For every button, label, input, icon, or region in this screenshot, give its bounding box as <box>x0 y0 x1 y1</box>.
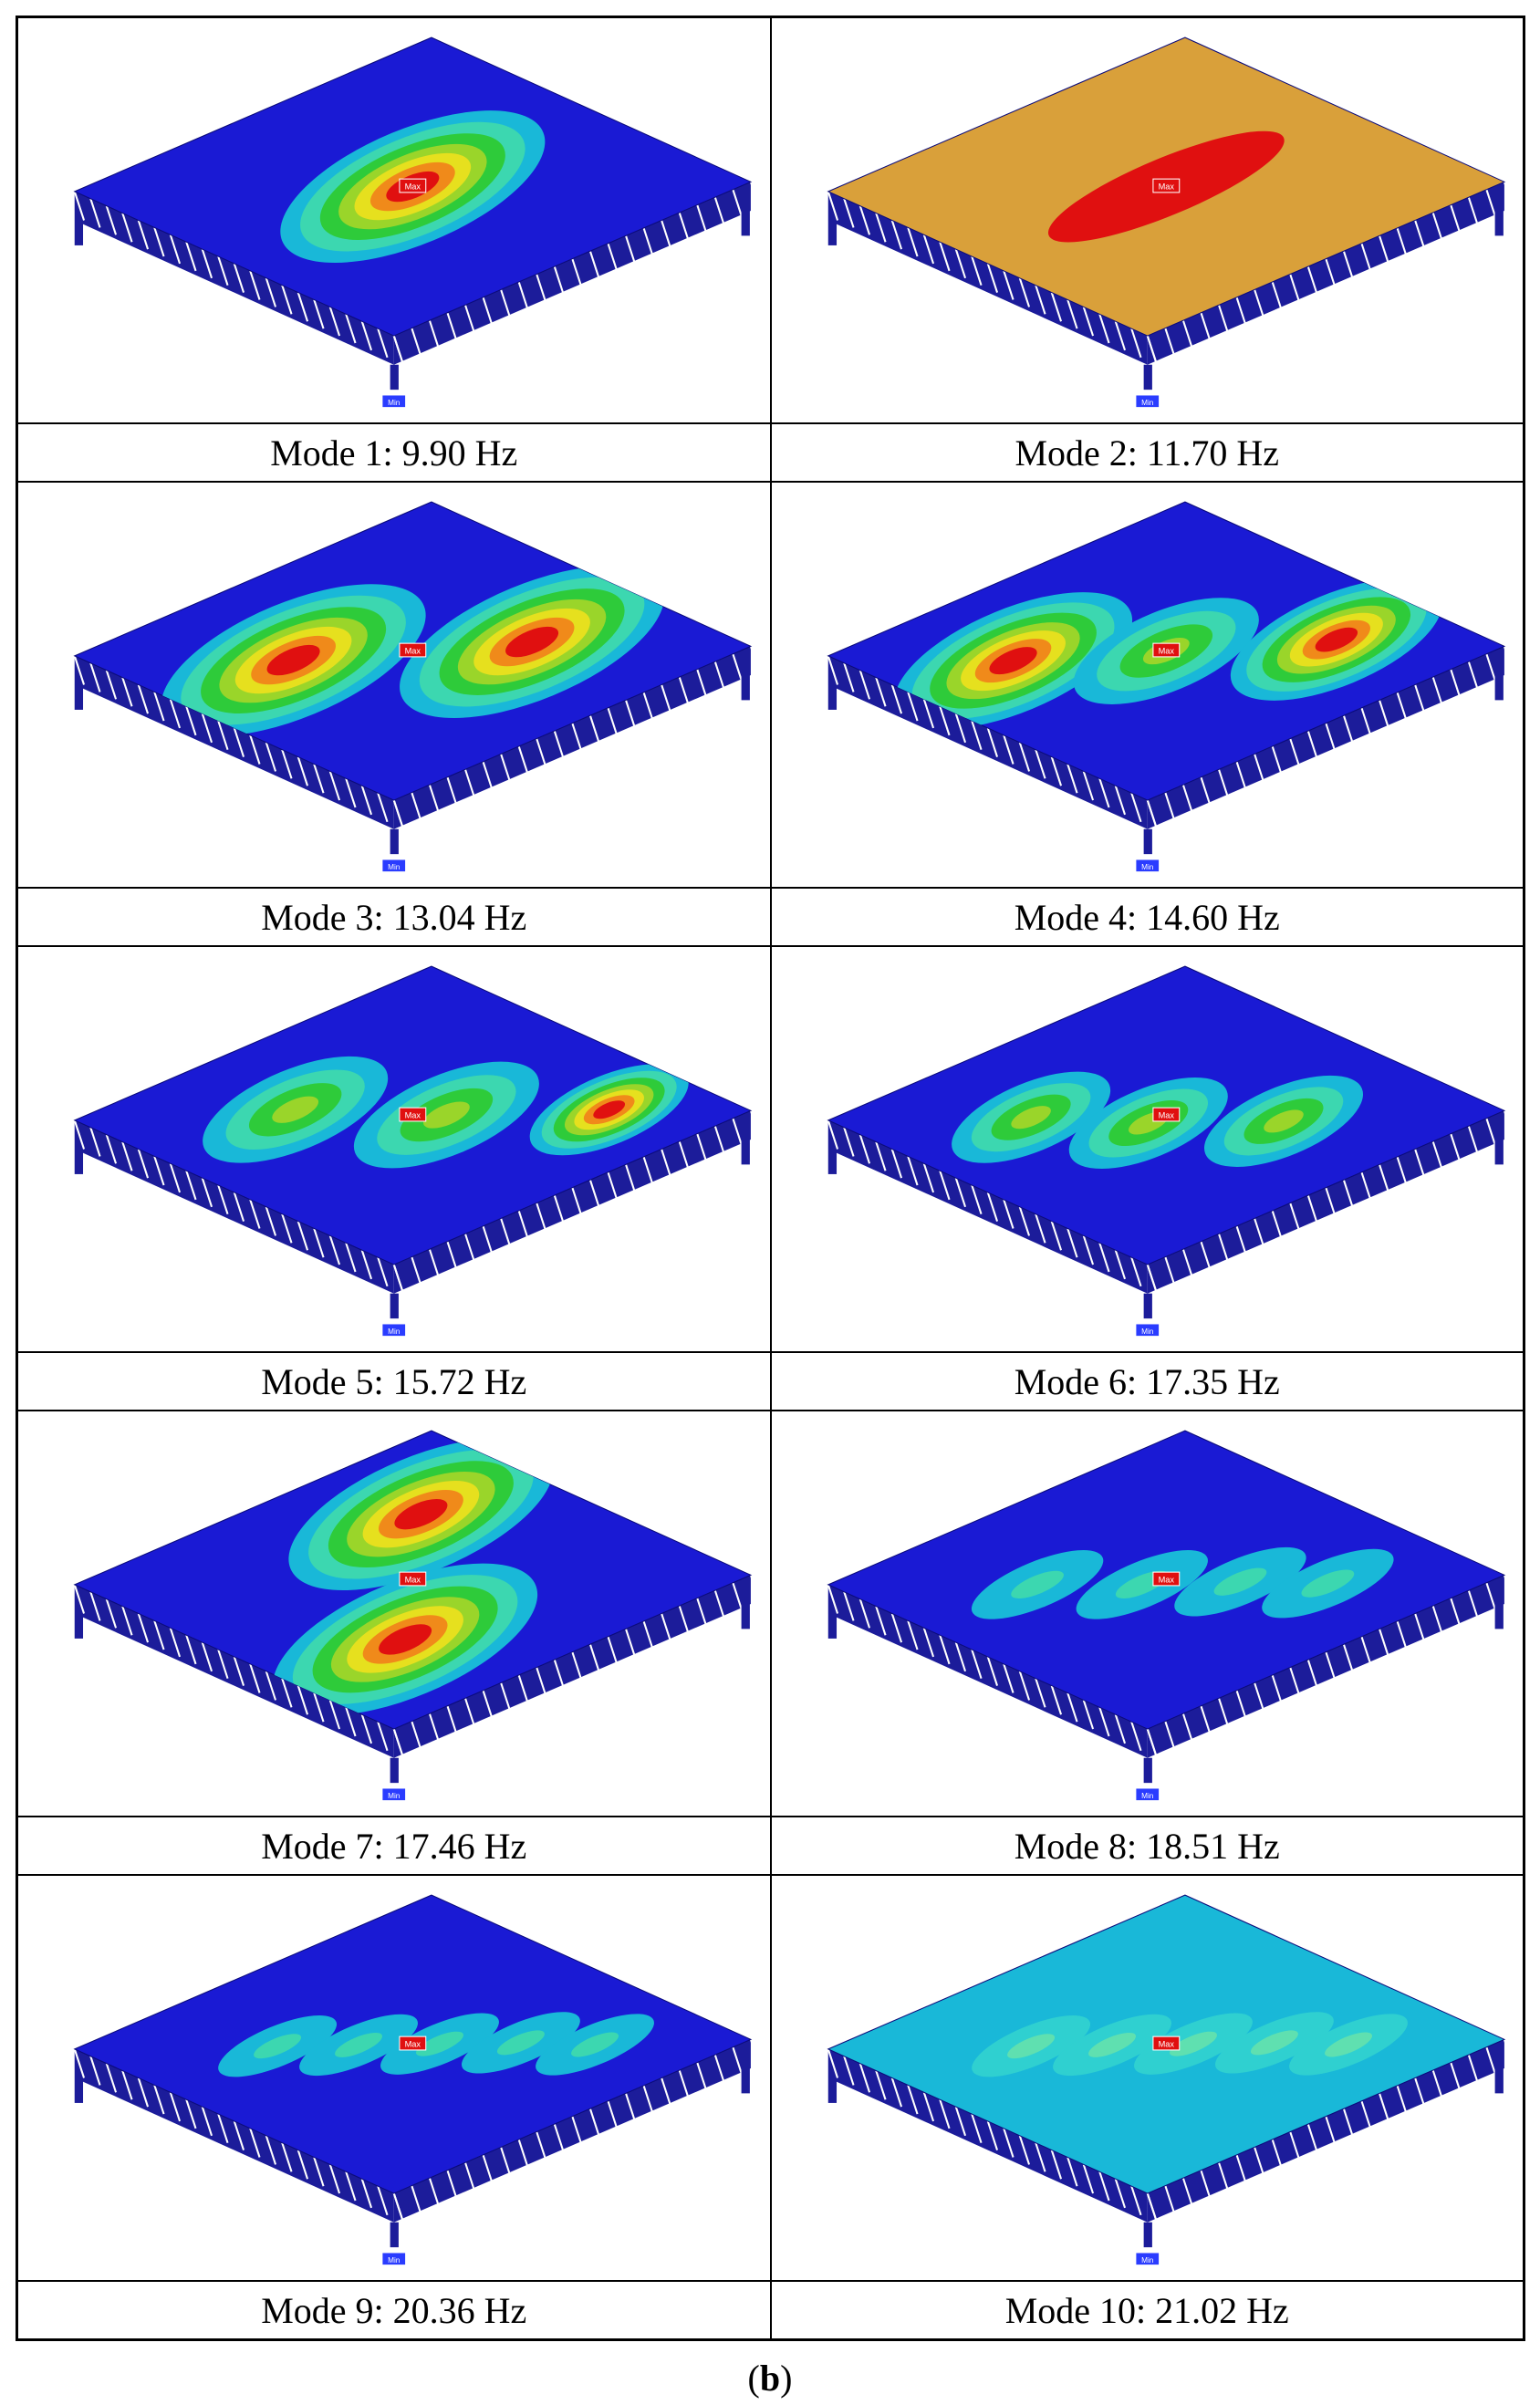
min-marker: Min <box>1135 2253 1159 2265</box>
svg-text:Min: Min <box>388 2255 401 2264</box>
contour-bands <box>161 566 665 737</box>
max-marker: Max <box>399 1571 427 1587</box>
min-marker: Min <box>1135 395 1159 408</box>
mode-shape-table: Max Min Mode 1: 9.90 Hz Max Min Mode 2: 11.70… <box>16 16 1525 2341</box>
mode-caption: Mode 4: 14.60 Hz <box>771 887 1523 945</box>
mode-shape-plot: Max Min <box>826 965 1514 1337</box>
svg-text:Min: Min <box>1141 862 1154 871</box>
max-marker: Max <box>399 1107 427 1122</box>
mode-caption: Mode 10: 21.02 Hz <box>771 2280 1523 2338</box>
min-marker: Min <box>382 859 406 872</box>
truss <box>73 181 762 390</box>
max-marker: Max <box>399 178 427 193</box>
truss <box>73 645 762 855</box>
min-marker: Min <box>382 395 406 408</box>
truss <box>73 1574 762 1784</box>
svg-text:Max: Max <box>1158 647 1174 656</box>
svg-text:Max: Max <box>405 1576 421 1585</box>
max-marker: Max <box>1151 642 1180 658</box>
mode-caption: Mode 9: 20.36 Hz <box>18 2280 770 2338</box>
mode-cell: Max Min Mode 9: 20.36 Hz <box>17 1875 771 2339</box>
mode-shape-image: Max Min <box>771 1411 1523 1816</box>
truss <box>827 2038 1514 2248</box>
truss <box>827 1109 1514 1319</box>
mode-shape-image: Max Min <box>771 947 1523 1351</box>
mode-cell: Max Min Mode 4: 14.60 Hz <box>770 482 1524 946</box>
mode-caption: Mode 7: 17.46 Hz <box>18 1816 770 1874</box>
min-marker: Min <box>1135 1788 1159 1801</box>
mode-cell: Max Min Mode 5: 15.72 Hz <box>17 946 771 1411</box>
mode-shape-image: Max Min <box>771 18 1523 422</box>
min-marker: Min <box>1135 1324 1159 1337</box>
mode-shape-image: Max Min <box>771 483 1523 887</box>
max-marker: Max <box>1151 1571 1180 1587</box>
contour-bands <box>203 1056 689 1169</box>
svg-text:Max: Max <box>1158 1576 1174 1585</box>
mode-shape-plot: Max Min <box>826 501 1514 872</box>
svg-text:Min: Min <box>1141 1791 1154 1800</box>
mode-shape-plot: Max Min <box>73 501 762 872</box>
mode-caption: Mode 2: 11.70 Hz <box>771 422 1523 481</box>
truss <box>827 181 1514 390</box>
mode-caption: Mode 8: 18.51 Hz <box>771 1816 1523 1874</box>
mode-shape-plot: Max Min <box>826 1894 1514 2265</box>
svg-text:Min: Min <box>1141 398 1154 407</box>
truss <box>73 2038 762 2248</box>
svg-text:Max: Max <box>405 2040 421 2049</box>
truss <box>827 645 1514 855</box>
mode-shape-plot: Max Min <box>826 1430 1514 1801</box>
svg-text:Max: Max <box>405 647 421 656</box>
truss <box>73 1109 762 1319</box>
mode-shape-plot: Max Min <box>826 36 1514 408</box>
mode-shape-image: Max Min <box>771 1876 1523 2280</box>
svg-text:Max: Max <box>405 1111 421 1120</box>
subfigure-label: (b) <box>747 2358 793 2399</box>
mode-shape-plot: Max Min <box>73 1430 762 1801</box>
mode-shape-image: Max Min <box>18 483 770 887</box>
contour-bands <box>218 2012 654 2077</box>
mode-caption: Mode 1: 9.90 Hz <box>18 422 770 481</box>
min-marker: Min <box>1135 859 1159 872</box>
svg-text:Min: Min <box>1141 1327 1154 1336</box>
mode-shape-plot: Max Min <box>73 36 762 408</box>
mode-cell: Max Min Mode 6: 17.35 Hz <box>770 946 1524 1411</box>
mode-cell: Max Min Mode 3: 13.04 Hz <box>17 482 771 946</box>
mode-cell: Max Min Mode 7: 17.46 Hz <box>17 1411 771 1875</box>
svg-text:Max: Max <box>405 182 421 192</box>
svg-text:Min: Min <box>388 398 401 407</box>
max-marker: Max <box>1151 178 1180 193</box>
max-marker: Max <box>1151 1107 1180 1122</box>
min-marker: Min <box>382 1788 406 1801</box>
mode-shape-image: Max Min <box>18 18 770 422</box>
mode-shape-image: Max Min <box>18 1876 770 2280</box>
svg-text:Min: Min <box>1141 2255 1154 2264</box>
mode-cell: Max Min Mode 2: 11.70 Hz <box>770 17 1524 482</box>
truss <box>827 1574 1514 1784</box>
max-marker: Max <box>399 642 427 658</box>
mode-caption: Mode 3: 13.04 Hz <box>18 887 770 945</box>
mode-shape-image: Max Min <box>18 1411 770 1816</box>
svg-text:Max: Max <box>1158 182 1174 192</box>
contour-bands <box>971 2012 1408 2077</box>
mode-cell: Max Min Mode 1: 9.90 Hz <box>17 17 771 482</box>
mode-cell: Max Min Mode 8: 18.51 Hz <box>770 1411 1524 1875</box>
contour-bands <box>893 578 1442 730</box>
mode-shape-image: Max Min <box>18 947 770 1351</box>
max-marker: Max <box>399 2035 427 2051</box>
svg-text:Max: Max <box>1158 1111 1174 1120</box>
mode-caption: Mode 6: 17.35 Hz <box>771 1351 1523 1410</box>
svg-text:Max: Max <box>1158 2040 1174 2049</box>
max-marker: Max <box>1151 2035 1180 2051</box>
svg-text:Min: Min <box>388 862 401 871</box>
svg-text:Min: Min <box>388 1791 401 1800</box>
contour-bands <box>273 1438 554 1716</box>
min-marker: Min <box>382 2253 406 2265</box>
mode-cell: Max Min Mode 10: 21.02 Hz <box>770 1875 1524 2339</box>
svg-text:Min: Min <box>388 1327 401 1336</box>
min-marker: Min <box>382 1324 406 1337</box>
mode-caption: Mode 5: 15.72 Hz <box>18 1351 770 1410</box>
mode-shape-plot: Max Min <box>73 965 762 1337</box>
mode-shape-plot: Max Min <box>73 1894 762 2265</box>
